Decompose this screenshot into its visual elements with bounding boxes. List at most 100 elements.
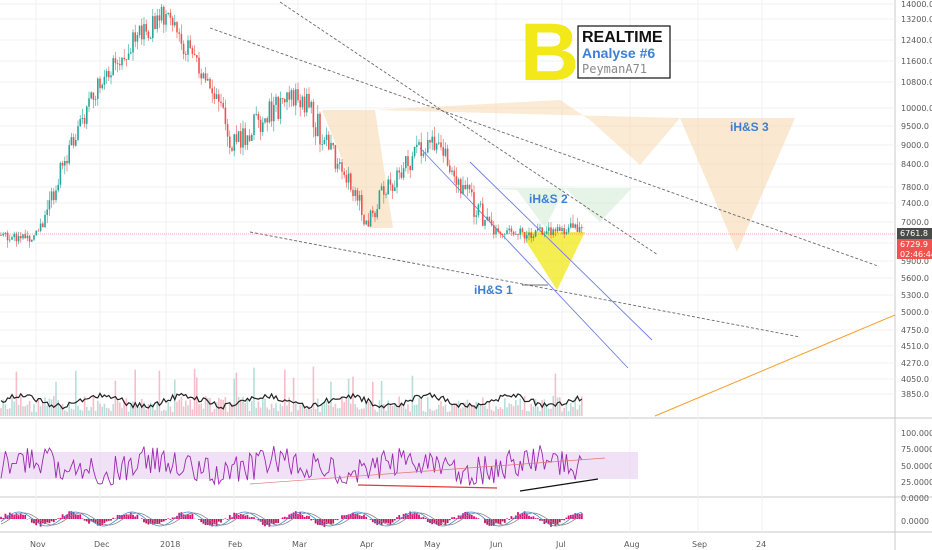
time-tick-label: Jul [555,540,566,549]
volume-bar [235,372,238,416]
candle-body [110,75,112,78]
volume-bars [0,366,583,416]
candle-body [374,213,376,218]
candle-body [367,220,370,227]
volume-bar [374,409,376,416]
candle-body [475,215,477,217]
volume-bar [385,410,387,416]
volume-bar [559,397,561,416]
macd-bar [206,519,209,525]
price-axis[interactable]: 14000.0 13200.0 12400.0 11600.0 10800.0 10000… [901,0,932,399]
candle-body [497,228,499,232]
candle-body [253,114,255,135]
candle-body [565,232,568,235]
macd-bar [448,519,451,521]
macd-bar [409,511,412,519]
time-tick-label: 2018 [160,540,180,549]
macd-bar [420,517,423,519]
candle-body [185,54,187,55]
candle-body [156,15,158,29]
macd-bar [105,519,108,522]
macd-bar [149,519,152,524]
candle-body [308,93,310,108]
volume-bar [519,398,521,416]
volume-bar [490,409,493,416]
volume-bar [517,405,519,416]
volume-bar [66,411,68,416]
candle-body [345,174,348,183]
price-panel[interactable] [0,0,895,418]
candle-body [420,142,422,156]
volume-bar [94,410,97,416]
volume-bar [306,408,308,416]
volume-bar [312,366,315,416]
candle-body [114,58,117,64]
candle-body [449,165,451,172]
candle-body [528,232,530,236]
volume-bar [453,405,455,416]
macd-histogram [0,511,583,527]
macd-bar [429,519,431,523]
volume-bar [6,408,9,416]
candle-body [576,224,579,232]
volume-bar [198,404,200,416]
macd-bar [455,518,458,519]
volume-bar [61,403,64,416]
candle-body [0,235,2,236]
candle-body [28,235,31,242]
candle-body [556,227,559,232]
macd-bar [134,516,137,519]
candle-body [279,98,282,119]
candle-body [182,43,185,55]
macd-bar [385,519,387,523]
candle-body [26,235,29,239]
volume-bar [497,409,499,416]
volume-bar [44,397,46,416]
candle-body [387,179,389,195]
macd-bar [521,512,524,519]
candle-body [88,98,90,107]
volume-bar [163,409,165,416]
volume-bar [389,403,392,416]
macd-bar [440,519,442,526]
macd-axis[interactable]: 0.0000 [901,517,929,526]
candle-body [427,140,429,153]
candle-body [248,135,251,141]
bitcoin-logo: B REALTIME Analyse #6 PeymanA71 [520,7,671,98]
volume-bar [493,411,495,416]
volume-bar [574,397,576,416]
candle-body [218,94,220,102]
candle-body [158,15,161,21]
volume-bar [191,409,194,416]
volume-bar [275,403,277,416]
volume-bar [273,408,275,416]
volume-bar [552,396,554,416]
volume-bar [266,407,268,416]
macd-bar [343,515,346,519]
volume-bar [477,402,480,416]
volume-bar [400,402,403,416]
volume-bar [402,404,405,416]
candle-body [143,24,145,40]
macd-bar [96,519,99,526]
time-tick-label: 24 [756,540,766,549]
volume-bar [200,403,202,416]
volume-bar [174,379,176,416]
candle-body [48,200,51,210]
candle-body [559,227,561,232]
macd-bar [44,519,46,525]
volume-bar [446,411,449,416]
volume-bar [248,410,251,416]
volume-bar [81,410,84,416]
volume-bar [105,407,108,416]
macd-bar [233,512,236,519]
price-tick-label: 14000.0 [901,0,932,9]
candle-body [550,227,552,235]
volume-bar [112,404,114,416]
volume-bar [534,399,537,416]
candle-body [526,235,528,239]
macd-bar [325,519,328,525]
rsi-axis[interactable]: 100.0000 75.0000 50.0000 25.0000 0.0000 [901,429,932,503]
time-axis[interactable]: Nov Dec 2018 Feb Mar Apr May Jun Jul Aug Sep 24 [30,540,766,549]
candle-body [160,6,163,21]
